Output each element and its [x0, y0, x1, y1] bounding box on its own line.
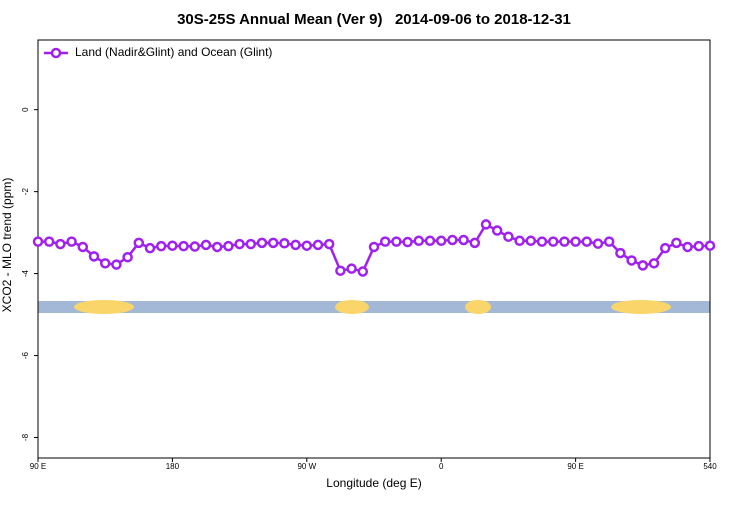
data-point [346, 263, 357, 274]
data-point [88, 251, 100, 262]
x-tick-label: 180 [166, 462, 180, 471]
x-tick-label: 90 E [30, 462, 46, 471]
y-tick-label: -4 [21, 269, 30, 277]
data-point [323, 238, 335, 250]
y-tick-label: 0 [21, 107, 30, 112]
data-point [424, 235, 436, 247]
ocean-band [38, 301, 710, 313]
data-point [435, 235, 447, 247]
data-point [503, 231, 514, 242]
data-point [693, 240, 705, 252]
data-point [682, 241, 693, 253]
chart-title: 30S-25S Annual Mean (Ver 9) 2014-09-06 t… [177, 11, 571, 28]
data-point [525, 235, 537, 247]
data-point [279, 238, 290, 249]
data-point [55, 238, 66, 250]
y-tick-label: -8 [21, 433, 30, 441]
legend-label: Land (Nadir&Glint) and Ocean (Glint) [75, 45, 272, 59]
data-point [144, 242, 156, 254]
data-point [256, 237, 268, 249]
x-axis-label: Longitude (deg E) [326, 476, 421, 490]
data-point [312, 239, 324, 251]
data-point [200, 239, 212, 251]
data-point [637, 260, 649, 271]
data-point [357, 266, 369, 277]
data-point [570, 236, 581, 247]
data-point [592, 238, 604, 249]
data-point [189, 241, 201, 252]
y-tick-label: -6 [21, 351, 30, 359]
data-point [648, 258, 660, 269]
data-point [413, 235, 425, 247]
x-tick-label: 0 [439, 462, 444, 471]
y-tick-label: -2 [21, 188, 30, 196]
data-point [480, 219, 492, 230]
x-tick-label: 540 [703, 462, 717, 471]
data-point [469, 237, 481, 249]
data-point [290, 239, 301, 251]
data-point [99, 258, 111, 269]
data-point [155, 240, 167, 252]
data-point [491, 225, 503, 236]
data-point [32, 236, 44, 247]
data-point [111, 259, 122, 270]
data-point [211, 241, 223, 253]
data-point [391, 236, 402, 247]
data-point [615, 247, 626, 259]
data-point [267, 237, 279, 249]
data-point [514, 235, 525, 247]
data-point [402, 236, 413, 248]
land-ocean-band [38, 300, 710, 314]
data-point [223, 240, 234, 252]
data-point [458, 234, 469, 246]
data-point [626, 255, 637, 266]
data-point [671, 237, 682, 249]
data-point [581, 236, 593, 247]
data-point [43, 236, 55, 247]
legend-marker [50, 47, 62, 59]
data-point [603, 236, 615, 247]
data-point [704, 240, 716, 251]
data-point [167, 240, 178, 251]
data-point [77, 241, 89, 253]
land-segment [611, 300, 671, 314]
data-point [234, 238, 245, 250]
data-point [133, 237, 145, 249]
land-segment [465, 300, 491, 314]
x-tick-label: 90 W [297, 462, 316, 471]
data-point [659, 242, 671, 254]
x-tick-label: 90 E [567, 462, 583, 471]
data-point [335, 265, 346, 276]
data-point [122, 251, 133, 263]
data-point [66, 236, 77, 247]
data-point [178, 240, 189, 252]
data-point [301, 240, 313, 251]
data-point [368, 241, 380, 253]
land-segment [335, 300, 369, 314]
y-axis-label: XCO2 - MLO trend (ppm) [0, 178, 14, 313]
data-point [547, 236, 559, 247]
data-point [379, 236, 391, 247]
land-segment [74, 300, 134, 314]
data-point [536, 236, 548, 247]
data-point [559, 236, 570, 247]
data-point [447, 234, 458, 246]
data-point [245, 238, 257, 250]
